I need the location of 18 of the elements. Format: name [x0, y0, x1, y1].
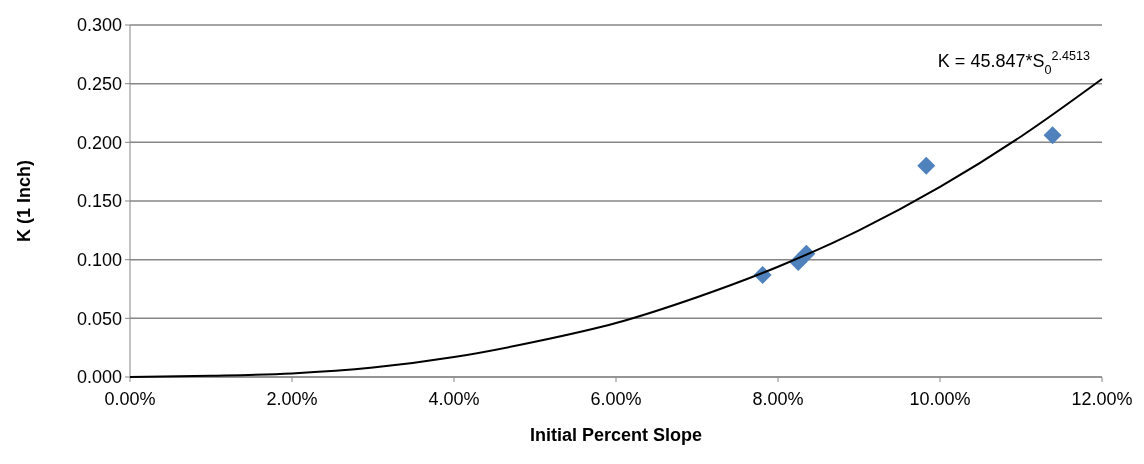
x-tick-label: 10.00% — [909, 389, 971, 409]
x-tick-label: 8.00% — [752, 389, 804, 409]
point — [917, 156, 936, 175]
x-tick-label: 12.00% — [1071, 389, 1133, 409]
x-tick-label: 4.00% — [428, 389, 480, 409]
x-tick-label: 2.00% — [266, 389, 318, 409]
y-tick-label: 0.150 — [76, 191, 122, 212]
point — [1043, 126, 1062, 145]
x-tick-label: 0.00% — [104, 389, 156, 409]
y-tick-label: 0.250 — [76, 73, 122, 94]
y-tick-label: 0.200 — [76, 132, 122, 153]
y-tick-label: 0.100 — [76, 249, 122, 270]
y-tick-label: 0.300 — [76, 15, 122, 36]
y-tick-label: 0.000 — [76, 367, 122, 388]
x-axis-title: Initial Percent Slope — [529, 425, 703, 445]
y-tick-label: 0.050 — [76, 308, 122, 329]
y-axis-title: K (1 Inch) — [14, 159, 34, 243]
x-tick-label: 6.00% — [590, 389, 642, 409]
